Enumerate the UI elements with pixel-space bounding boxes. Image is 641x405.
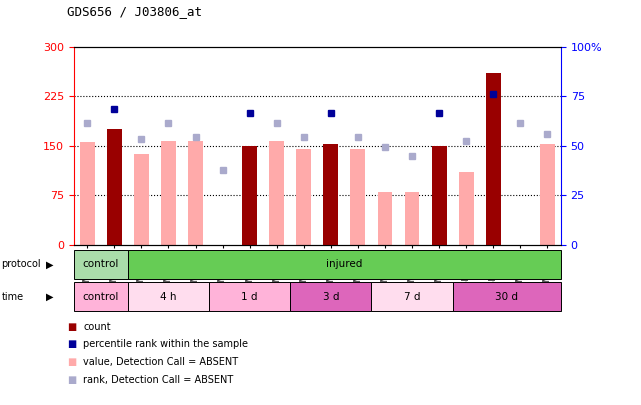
Text: 7 d: 7 d bbox=[404, 292, 420, 302]
Bar bbox=[107, 129, 122, 245]
Text: control: control bbox=[83, 292, 119, 302]
Bar bbox=[269, 141, 284, 245]
Bar bbox=[74, 250, 128, 279]
Bar bbox=[128, 250, 561, 279]
Bar bbox=[459, 172, 474, 245]
Text: ■: ■ bbox=[67, 375, 76, 385]
Bar bbox=[540, 145, 555, 245]
Text: ▶: ▶ bbox=[46, 260, 54, 269]
Text: GDS656 / J03806_at: GDS656 / J03806_at bbox=[67, 5, 203, 18]
Text: 4 h: 4 h bbox=[160, 292, 177, 302]
Bar bbox=[134, 154, 149, 245]
Text: ■: ■ bbox=[67, 322, 76, 332]
Bar bbox=[431, 146, 447, 245]
Bar bbox=[290, 282, 371, 311]
Bar bbox=[371, 282, 453, 311]
Bar bbox=[486, 73, 501, 245]
Bar bbox=[80, 143, 95, 245]
Text: percentile rank within the sample: percentile rank within the sample bbox=[83, 339, 248, 350]
Text: control: control bbox=[83, 260, 119, 269]
Bar bbox=[378, 192, 392, 245]
Text: ■: ■ bbox=[67, 357, 76, 367]
Bar bbox=[351, 149, 365, 245]
Text: ▶: ▶ bbox=[46, 292, 54, 302]
Bar bbox=[161, 141, 176, 245]
Bar bbox=[128, 282, 209, 311]
Text: 1 d: 1 d bbox=[242, 292, 258, 302]
Text: 3 d: 3 d bbox=[322, 292, 339, 302]
Text: ■: ■ bbox=[67, 339, 76, 350]
Bar bbox=[188, 141, 203, 245]
Bar bbox=[453, 282, 561, 311]
Text: injured: injured bbox=[326, 260, 363, 269]
Bar bbox=[404, 192, 419, 245]
Bar bbox=[74, 282, 128, 311]
Bar bbox=[242, 146, 257, 245]
Text: protocol: protocol bbox=[1, 260, 41, 269]
Text: rank, Detection Call = ABSENT: rank, Detection Call = ABSENT bbox=[83, 375, 233, 385]
Text: time: time bbox=[1, 292, 24, 302]
Text: count: count bbox=[83, 322, 111, 332]
Text: value, Detection Call = ABSENT: value, Detection Call = ABSENT bbox=[83, 357, 238, 367]
Bar bbox=[323, 144, 338, 245]
Bar bbox=[209, 282, 290, 311]
Bar bbox=[296, 149, 312, 245]
Text: 30 d: 30 d bbox=[495, 292, 518, 302]
